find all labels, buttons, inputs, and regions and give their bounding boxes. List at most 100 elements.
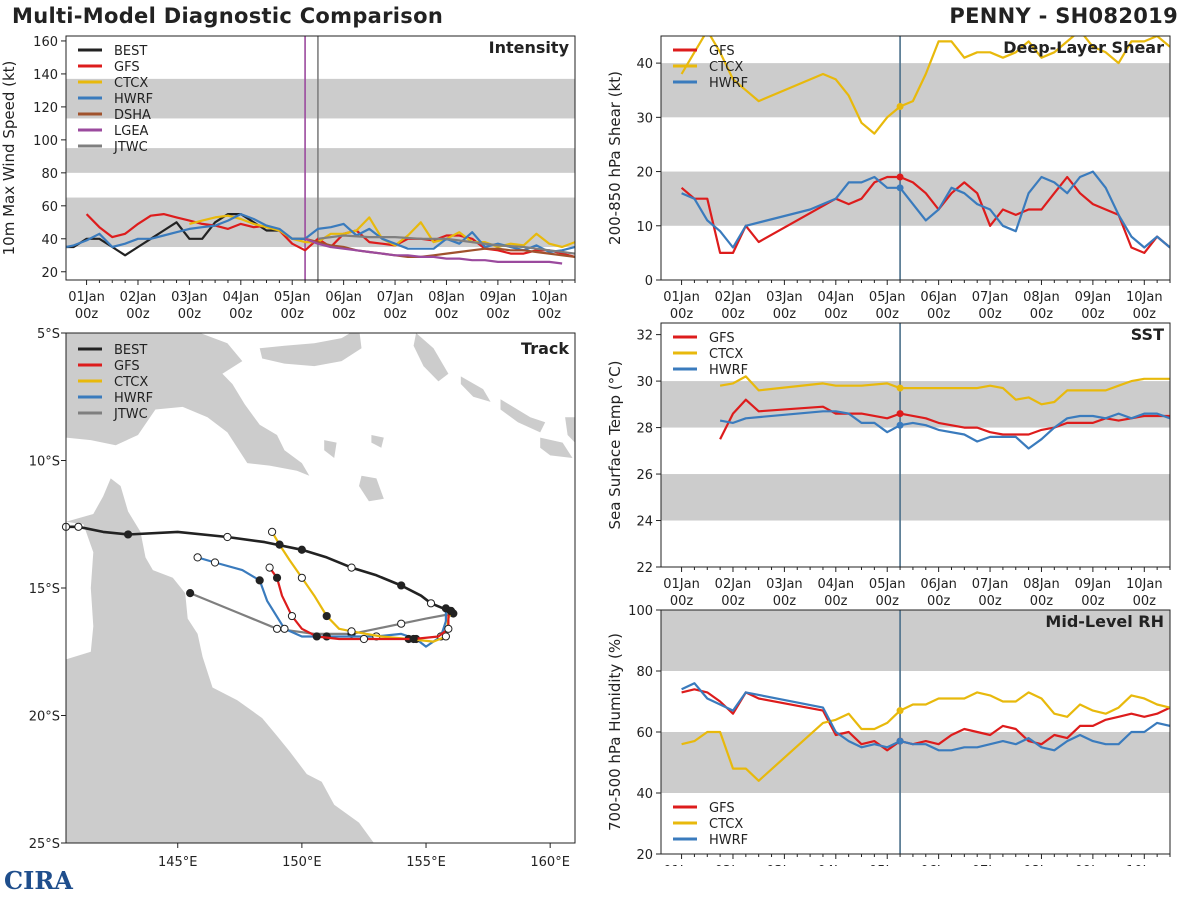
panel-title: Track <box>521 339 569 358</box>
x-tick-label: 160°E <box>530 855 570 866</box>
x-tick-label: 00z <box>486 307 510 322</box>
y-tick-label: 30 <box>636 111 653 126</box>
x-tick-label: 00z <box>876 307 900 322</box>
legend-label: HWRF <box>114 391 153 406</box>
y-tick-label: 80 <box>41 167 58 182</box>
x-tick-label: 00z <box>978 307 1002 322</box>
panel-title: SST <box>1131 325 1164 344</box>
init-point-ctcx <box>896 707 904 715</box>
y-axis-label: 10m Max Wind Speed (kt) <box>0 61 18 256</box>
x-tick-label: 00z <box>1133 594 1157 609</box>
shaded-band <box>66 78 575 119</box>
guadalcanal-landmass <box>540 437 573 458</box>
woodlark-landmass <box>371 435 384 448</box>
y-tick-label: 100 <box>628 604 653 619</box>
y-tick-label: 60 <box>636 726 653 741</box>
x-tick-label: 04Jan <box>223 290 260 305</box>
track-point <box>272 573 282 582</box>
x-tick-label: 02Jan <box>715 864 752 866</box>
x-tick-label: 00z <box>1081 594 1105 609</box>
new-britain-landmass <box>259 333 362 367</box>
x-tick-label: 03Jan <box>766 290 803 305</box>
x-tick-label: 06Jan <box>920 290 957 305</box>
y-tick-label: 5°S <box>37 327 60 342</box>
init-point-hwrf <box>896 421 904 429</box>
series-line-lgea <box>304 237 563 265</box>
x-tick-label: 05Jan <box>869 864 906 866</box>
land-group <box>66 333 575 843</box>
x-tick-label: 08Jan <box>1023 577 1060 592</box>
y-tick-label: 20°S <box>29 710 60 725</box>
australia-landmass <box>66 478 374 843</box>
series-group <box>719 375 1170 450</box>
x-tick-label: 02Jan <box>715 290 752 305</box>
init-point-ctcx <box>896 384 904 392</box>
track-point <box>297 545 306 554</box>
x-tick-label: 00z <box>126 307 150 322</box>
y-tick-label: 20 <box>636 166 653 181</box>
x-tick-label: 03Jan <box>766 864 803 866</box>
legend-label: HWRF <box>709 363 748 378</box>
santa-isabel-landmass <box>500 399 546 433</box>
x-tick-label: 00z <box>1030 594 1054 609</box>
x-tick-label: 00z <box>1133 307 1157 322</box>
track-line-jtwc <box>189 592 454 636</box>
track-point <box>409 634 418 644</box>
track-point <box>397 619 406 628</box>
init-point-hwrf <box>896 184 904 192</box>
x-tick-label: 00z <box>229 307 253 322</box>
x-tick-label: 02Jan <box>715 577 752 592</box>
figure: 2040608010012014016001Jan00z02Jan00z03Ja… <box>0 35 1171 866</box>
x-tick-label: 00z <box>773 307 797 322</box>
shaded-band <box>661 474 1170 521</box>
x-tick-label: 05Jan <box>869 577 906 592</box>
x-tick-label: 00z <box>670 594 694 609</box>
init-point-ctcx <box>896 102 904 110</box>
x-tick-label: 00z <box>435 307 459 322</box>
storm-title: PENNY - SH082019 <box>949 4 1178 28</box>
track-point <box>446 606 455 616</box>
x-tick-label: 00z <box>824 307 848 322</box>
malaita-landmass <box>565 417 575 443</box>
panel-rh: 2040608010001Jan00z02Jan00z03Jan00z04Jan… <box>606 604 1171 866</box>
y-tick-label: 40 <box>636 787 653 802</box>
track-point <box>255 576 264 585</box>
x-tick-label: 00z <box>773 594 797 609</box>
y-tick-label: 22 <box>636 561 653 576</box>
louisiade-landmass <box>359 475 384 502</box>
x-tick-label: 00z <box>824 594 848 609</box>
x-tick-label: 01Jan <box>68 290 105 305</box>
track-point <box>123 530 133 539</box>
track-point <box>186 589 195 598</box>
x-tick-label: 08Jan <box>1023 864 1060 866</box>
track-point <box>426 599 436 608</box>
x-tick-label: 09Jan <box>480 290 517 305</box>
x-tick-label: 00z <box>927 594 951 609</box>
y-tick-label: 10°S <box>29 455 60 470</box>
x-tick-label: 00z <box>332 307 356 322</box>
x-tick-label: 09Jan <box>1075 864 1112 866</box>
series-line-ctcx <box>719 375 1170 406</box>
y-tick-label: 60 <box>41 200 58 215</box>
x-tick-label: 00z <box>721 307 745 322</box>
x-tick-label: 150°E <box>282 855 322 866</box>
legend-label: GFS <box>709 331 735 346</box>
y-tick-label: 15°S <box>29 582 60 597</box>
init-point-gfs <box>896 410 904 418</box>
init-point-hwrf <box>896 737 904 745</box>
x-tick-label: 00z <box>978 594 1002 609</box>
x-tick-label: 00z <box>670 307 694 322</box>
bougainville-landmass <box>413 333 449 382</box>
legend-label: CTCX <box>709 347 743 362</box>
y-tick-label: 24 <box>636 515 653 530</box>
x-tick-label: 07Jan <box>972 290 1009 305</box>
y-tick-label: 140 <box>33 68 58 83</box>
track-point <box>280 624 289 633</box>
legend-label: HWRF <box>709 833 748 848</box>
shaded-band <box>661 171 1170 226</box>
track-point <box>223 532 232 542</box>
shaded-band <box>661 610 1170 671</box>
track-point <box>74 522 83 531</box>
legend-label: BEST <box>114 44 147 59</box>
y-axis-label: 700-500 hPa Humidity (%) <box>606 633 624 831</box>
